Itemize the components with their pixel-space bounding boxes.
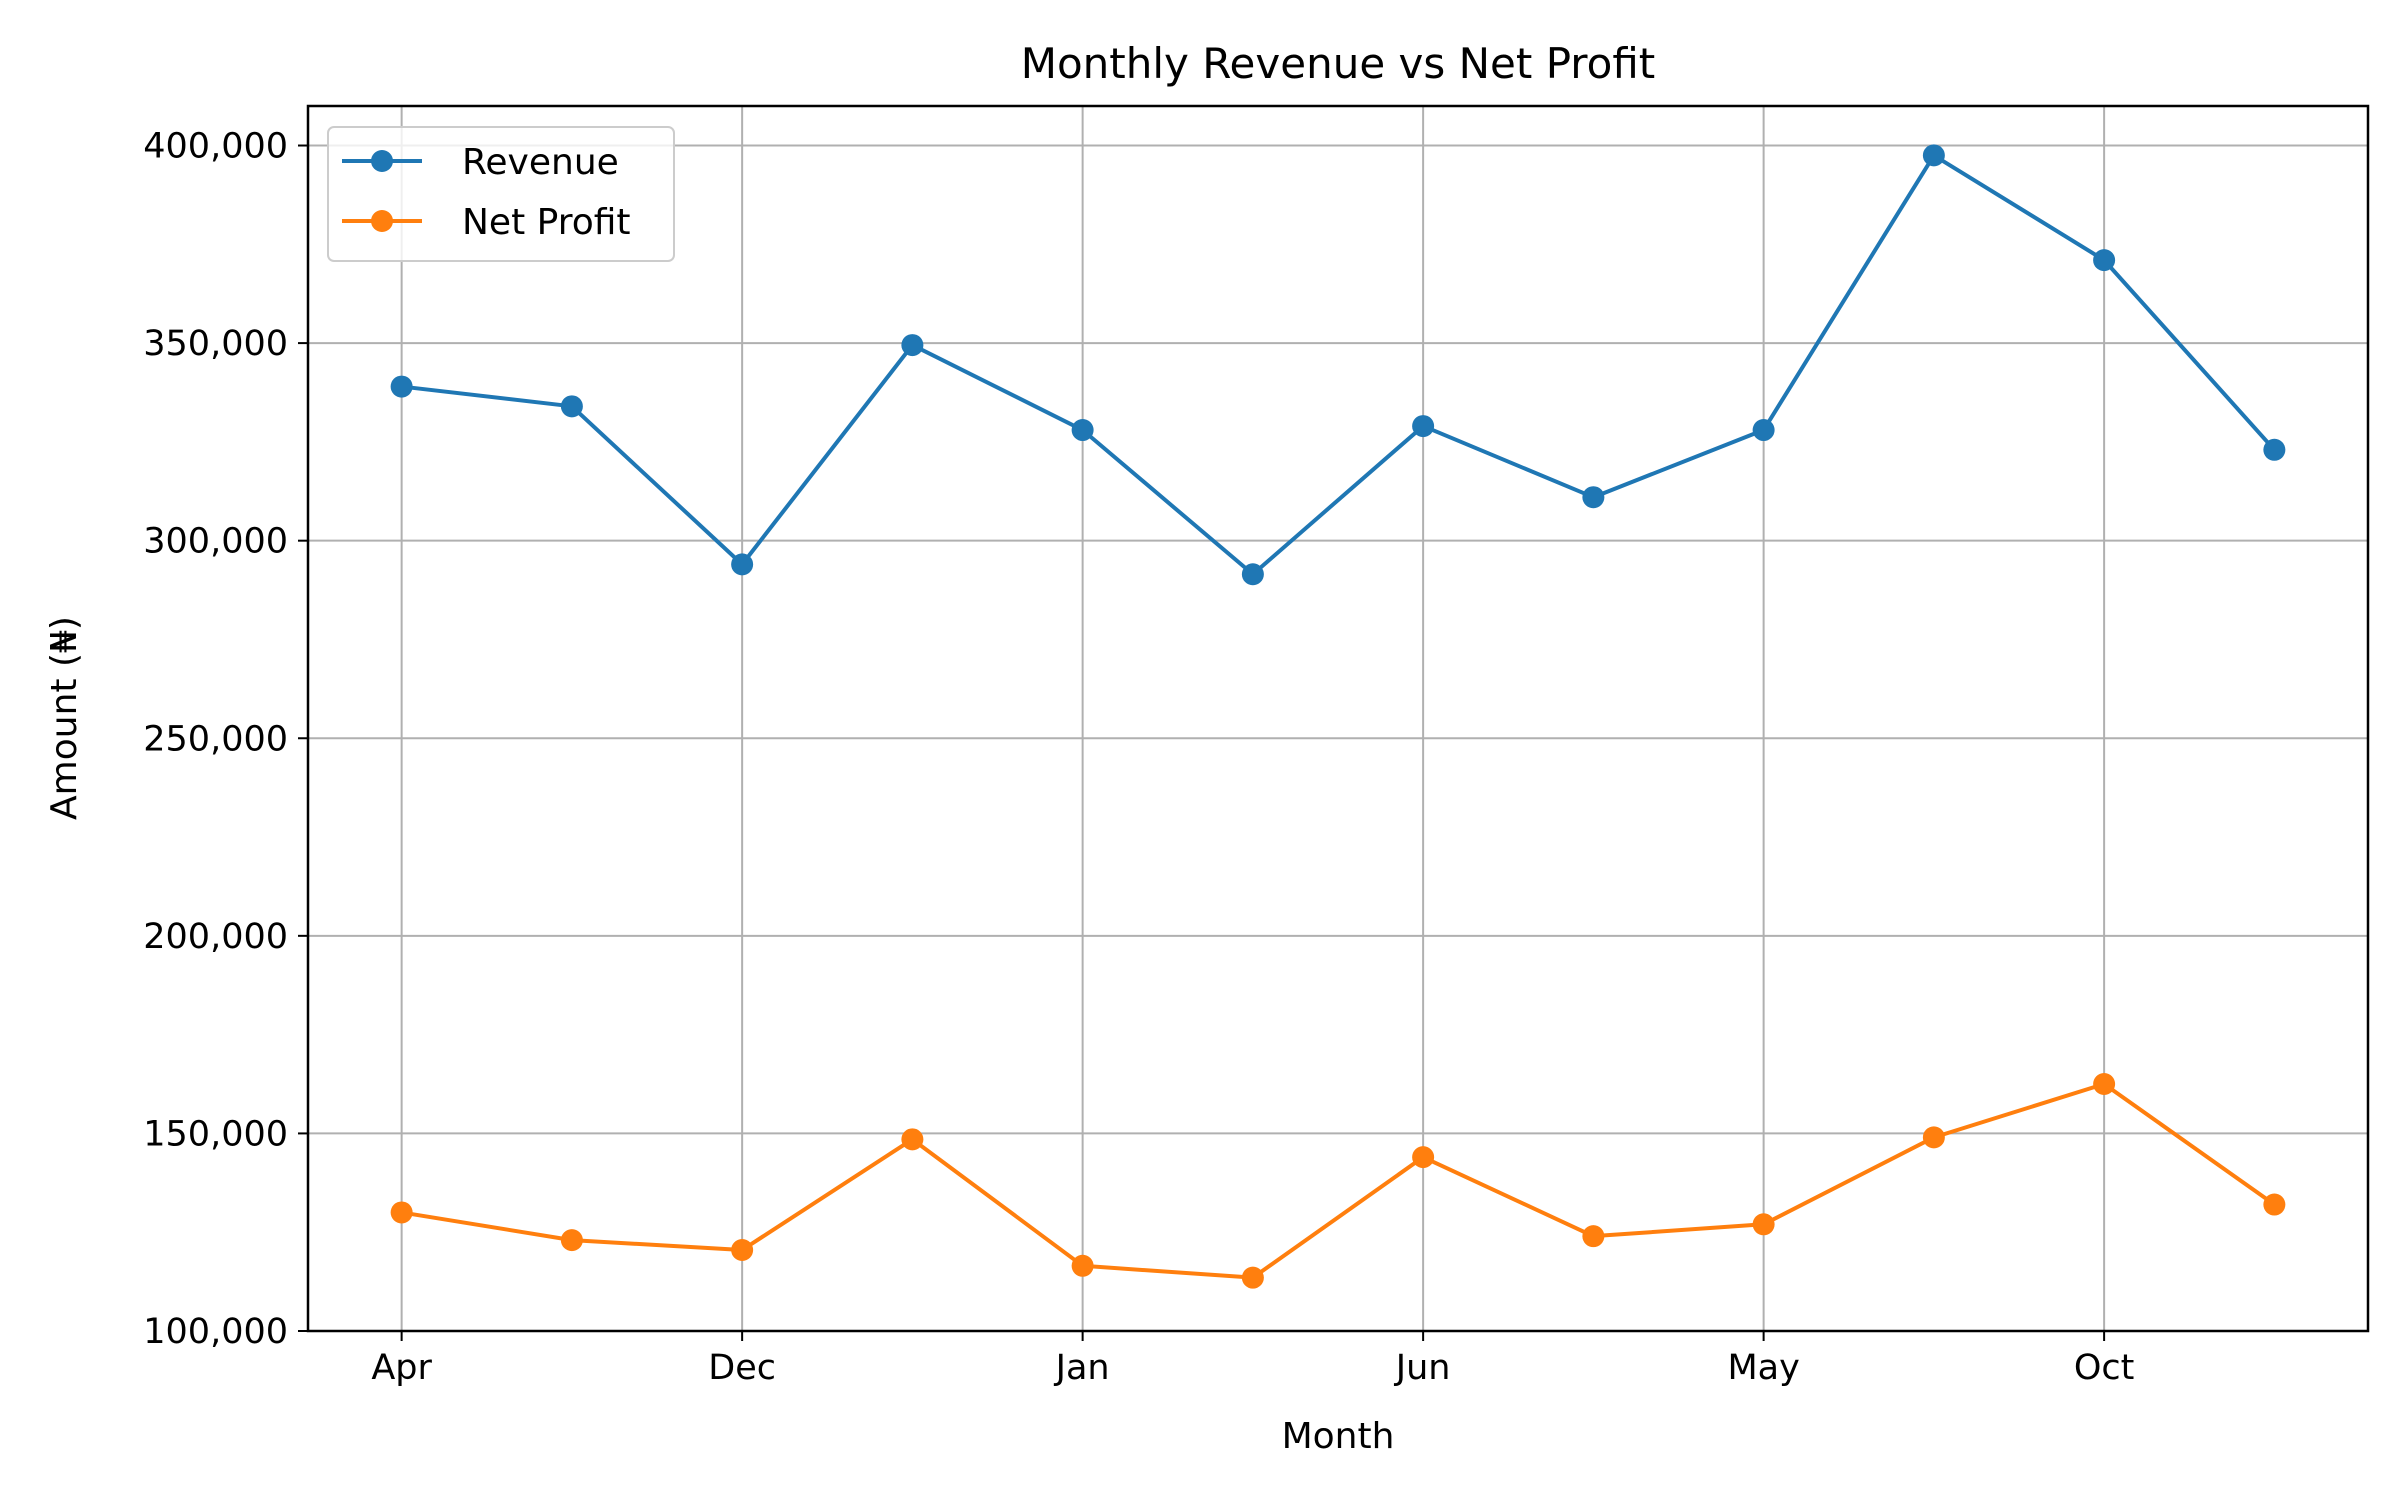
data-point-net-profit <box>1241 1266 1264 1289</box>
data-point-net-profit <box>2093 1073 2116 1096</box>
series-line-net-profit <box>399 1082 2277 1280</box>
data-point-revenue <box>1922 144 1945 167</box>
y-tick-label: 250,000 <box>143 719 288 759</box>
x-tick-label: Oct <box>2074 1348 2135 1388</box>
y-tick-label: 350,000 <box>143 324 288 364</box>
legend-label-revenue: Revenue <box>462 142 619 183</box>
data-point-revenue <box>731 553 754 576</box>
data-point-revenue <box>2093 249 2116 272</box>
legend-label-net-profit: Net Profit <box>462 202 631 243</box>
data-point-revenue <box>2263 438 2286 461</box>
data-point-revenue <box>1412 415 1435 438</box>
plot-frame <box>306 104 2370 1333</box>
legend-marker-net-profit <box>371 210 393 232</box>
data-point-net-profit <box>1922 1126 1945 1149</box>
series-line-revenue <box>399 153 2277 577</box>
y-axis-label: Amount (₦) <box>44 616 85 820</box>
series-layer <box>390 144 2286 1289</box>
y-tick-label: 300,000 <box>143 522 288 562</box>
data-point-revenue <box>1071 419 1094 442</box>
x-tick-label: Dec <box>708 1348 776 1388</box>
legend: Revenue Net Profit <box>327 126 675 262</box>
axis-ticks: Apr Dec Jan Jun May Oct 100,000 150,000 200,000 2… <box>143 127 2134 1388</box>
x-tick-label: May <box>1727 1348 1799 1388</box>
x-axis-label: Month <box>1282 1416 1395 1457</box>
data-point-net-profit <box>2263 1193 2286 1216</box>
data-point-revenue <box>560 395 583 418</box>
legend-marker-revenue <box>371 150 393 172</box>
y-tick-label: 200,000 <box>143 917 288 957</box>
x-tick-label: Jun <box>1394 1348 1451 1388</box>
x-tick-label: Jan <box>1054 1348 1110 1388</box>
chart-title: Monthly Revenue vs Net Profit <box>1021 39 1656 88</box>
y-tick-label: 100,000 <box>143 1312 288 1352</box>
data-point-net-profit <box>1071 1254 1094 1277</box>
data-point-net-profit <box>560 1229 583 1252</box>
y-tick-label: 400,000 <box>143 127 288 167</box>
data-point-net-profit <box>901 1128 924 1151</box>
data-point-revenue <box>390 375 413 398</box>
data-point-net-profit <box>390 1201 413 1224</box>
data-point-net-profit <box>1752 1213 1775 1236</box>
data-point-net-profit <box>731 1238 754 1261</box>
data-point-net-profit <box>1582 1225 1605 1248</box>
x-tick-label: Apr <box>371 1348 432 1388</box>
data-point-revenue <box>1752 419 1775 442</box>
data-point-net-profit <box>1412 1146 1435 1169</box>
data-point-revenue <box>1582 486 1605 509</box>
y-tick-label: 150,000 <box>143 1114 288 1154</box>
data-point-revenue <box>901 334 924 357</box>
data-point-revenue <box>1241 563 1264 586</box>
